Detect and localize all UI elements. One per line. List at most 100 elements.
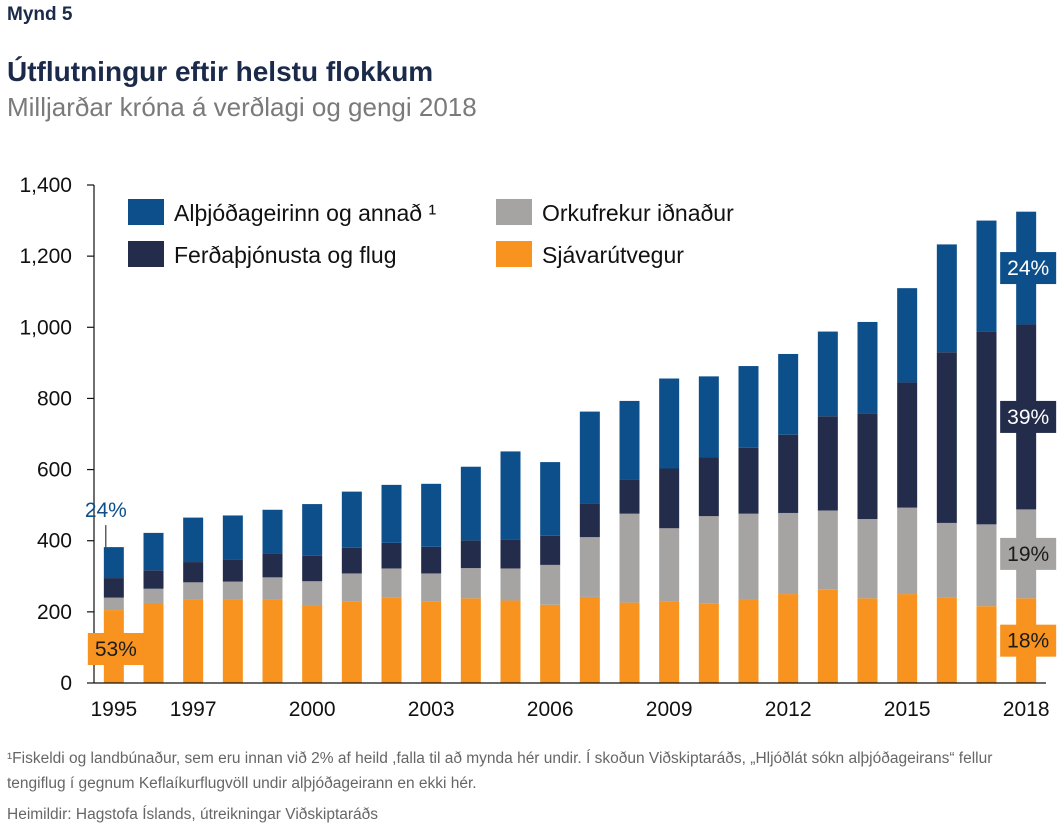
bar-orku-2011 [738,513,759,600]
bar-ferda-2003 [421,546,442,574]
bar-althjoda-1996 [143,532,164,571]
bar-sjavar-2003 [421,601,442,683]
bar-ferda-2007 [579,503,600,538]
x-tick-label-2006: 2006 [527,698,574,721]
bar-orku-2010 [698,516,719,604]
bar-orku-1996 [143,588,164,603]
legend-swatch-althjoda [128,199,164,225]
bar-ferda-1997 [183,562,204,583]
bar-orku-2004 [460,568,481,599]
bar-althjoda-2006 [540,462,561,536]
x-tick-label-2012: 2012 [765,698,812,721]
bar-orku-2017 [976,524,997,607]
bar-ferda-2014 [857,413,878,520]
legend-label-ferda: Ferðaþjónusta og flug [174,242,397,268]
y-tick-label: 400 [37,530,72,553]
chart-title: Útflutningur eftir helstu flokkum [7,56,434,87]
bar-ferda-2002 [381,542,402,569]
bar-althjoda-2000 [302,504,323,556]
bar-orku-2003 [421,573,442,602]
legend-swatch-ferda [128,241,164,267]
y-tick-label: 200 [37,601,72,624]
annotation-1995-sjavar: 53% [95,638,137,661]
x-tick-label-1995: 1995 [90,698,137,721]
bar-althjoda-1995 [103,547,124,579]
bar-sjavar-2004 [460,598,481,683]
bar-ferda-2017 [976,331,997,525]
bar-sjavar-2011 [738,599,759,683]
bar-orku-2009 [659,528,680,602]
bar-sjavar-2014 [857,598,878,683]
bar-orku-2007 [579,537,600,597]
annotation-box [87,633,144,665]
bar-orku-2012 [778,512,799,595]
bar-orku-1995 [103,597,124,611]
bar-orku-2002 [381,568,402,598]
annotation-1995-althjoda: 24% [85,499,127,522]
bar-sjavar-2016 [936,597,957,683]
bar-ferda-1996 [143,570,164,589]
bar-althjoda-2016 [936,244,957,353]
bar-ferda-2012 [778,434,799,513]
y-tick-label: 0 [60,672,72,695]
bar-sjavar-2006 [540,604,561,683]
bar-althjoda-2017 [976,220,997,332]
bar-althjoda-2013 [817,331,838,417]
y-tick-label: 1,000 [19,316,72,339]
bar-orku-2015 [897,507,918,595]
annotation-box [1000,252,1057,285]
y-tick-label: 600 [37,459,72,482]
x-tick-label-2003: 2003 [408,698,455,721]
bar-orku-2013 [817,510,838,590]
source-note: Heimildir: Hagstofa Íslands, útreikninga… [7,806,379,823]
bar-orku-1997 [183,582,204,600]
annotation-2018-sjavar: 18% [1007,630,1049,653]
bar-sjavar-1996 [143,602,164,683]
bar-althjoda-1998 [222,515,243,560]
y-tick-label: 1,200 [19,245,72,268]
bar-orku-2008 [619,513,640,603]
bar-althjoda-2005 [500,451,521,540]
bar-althjoda-2007 [579,411,600,504]
bar-ferda-2013 [817,416,838,511]
bar-orku-1998 [222,581,243,600]
footnote: ¹Fiskeldi og landbúnaður, sem eru innan … [7,750,993,792]
bar-althjoda-2010 [698,376,719,458]
bar-ferda-1998 [222,559,243,582]
chart-subtitle: Milljarðar króna á verðlagi og gengi 201… [7,92,477,122]
x-tick-label-2015: 2015 [884,698,931,721]
annotation-2018-ferda: 39% [1007,406,1049,429]
bar-althjoda-2004 [460,466,481,541]
bar-ferda-2015 [897,382,918,508]
bar-ferda-2004 [460,540,481,569]
figure-label: Mynd 5 [7,4,73,25]
bar-ferda-2001 [341,547,362,574]
x-tick-label-2018: 2018 [1003,698,1050,721]
y-tick-label: 800 [37,387,72,410]
legend-label-althjoda: Alþjóðageirinn og annað ¹ [174,200,436,226]
bar-althjoda-2002 [381,484,402,543]
legend-label-orku: Orkufrekur iðnaður [542,200,734,226]
bar-sjavar-2010 [698,603,719,683]
bar-althjoda-2008 [619,400,640,480]
legend-label-sjavar: Sjávarútvegur [542,242,684,268]
bar-sjavar-2005 [500,600,521,683]
bar-sjavar-1999 [262,599,283,683]
annotation-2018-orku: 19% [1007,543,1049,566]
bar-althjoda-2014 [857,321,878,414]
bar-ferda-2006 [540,535,561,565]
annotation-box [1000,624,1057,657]
bar-orku-2001 [341,573,362,602]
bar-sjavar-2001 [341,601,362,683]
bar-althjoda-1997 [183,517,204,563]
bar-althjoda-1999 [262,509,283,554]
bar-sjavar-2007 [579,596,600,683]
y-tick-label: 1,400 [19,174,72,197]
bar-ferda-2016 [936,352,957,523]
bar-sjavar-1998 [222,599,243,683]
legend-swatch-sjavar [496,241,532,267]
bar-ferda-1999 [262,553,283,578]
bar-sjavar-2008 [619,602,640,683]
bar-sjavar-2017 [976,606,997,683]
